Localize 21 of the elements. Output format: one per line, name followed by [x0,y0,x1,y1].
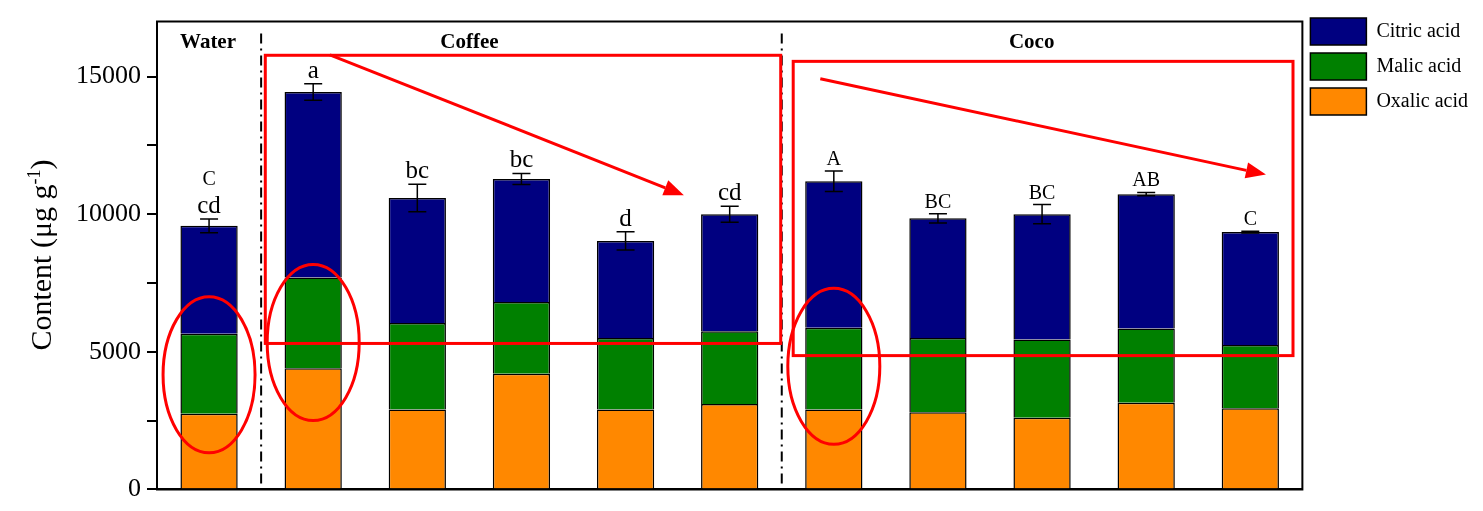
data-label: cd [717,178,742,206]
data-label: C [1243,207,1257,230]
annotation: Coffee [440,29,499,54]
y-tick-label: 5000 [89,335,141,365]
data-label: d [619,203,633,231]
data-label: bc [405,156,430,184]
y-tick-label: 0 [128,473,141,503]
data-label: BC [1028,180,1056,203]
data-label: bc [509,145,534,173]
data-label: A [826,147,842,170]
legend-label: Oxalic acid [1376,88,1468,111]
data-label: AB [1132,168,1161,191]
annotation: Coco [1008,29,1055,54]
y-tick-label: 10000 [76,198,141,228]
legend-label: Malic acid [1376,53,1462,76]
data-label: C cd [197,166,222,218]
annotation: Water [180,29,237,54]
legend-label: Citric acid [1376,18,1461,41]
y-tick-label: 15000 [76,60,141,90]
data-label: a [307,55,319,83]
data-label: BC [924,189,952,212]
